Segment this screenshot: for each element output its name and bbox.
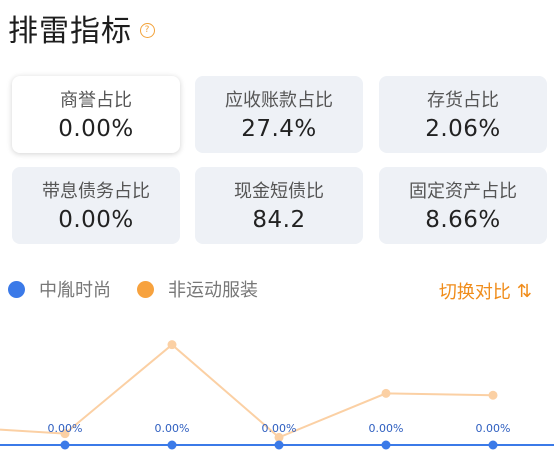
metric-value: 0.00% bbox=[58, 116, 134, 142]
point-industry bbox=[274, 432, 284, 442]
metric-value: 2.06% bbox=[425, 116, 501, 142]
metric-value: 84.2 bbox=[252, 207, 306, 233]
legend-item-company[interactable]: 中胤时尚 bbox=[8, 276, 111, 302]
legend-label: 中胤时尚 bbox=[39, 280, 111, 301]
legend-dot bbox=[137, 280, 154, 298]
chart-legend: 中胤时尚 非运动服装 bbox=[8, 276, 284, 302]
metric-card-interest-debt[interactable]: 带息债务占比 0.00% bbox=[12, 167, 180, 244]
metric-value: 0.00% bbox=[58, 207, 134, 233]
metric-card-goodwill[interactable]: 商誉占比 0.00% bbox=[12, 76, 180, 153]
switch-compare-label: 切换对比 bbox=[438, 282, 511, 303]
data-label-company: 0.00% bbox=[476, 422, 511, 435]
metric-card-fixed-assets[interactable]: 固定资产占比 8.66% bbox=[379, 167, 547, 244]
metric-label: 应收账款占比 bbox=[225, 90, 333, 111]
legend-label: 非运动服装 bbox=[168, 280, 258, 301]
metric-label: 商誉占比 bbox=[60, 90, 132, 111]
point-industry bbox=[381, 388, 391, 398]
metric-card-cash-debt-ratio[interactable]: 现金短债比 84.2 bbox=[195, 167, 363, 244]
point-company bbox=[167, 440, 177, 450]
help-icon[interactable]: ? bbox=[140, 22, 155, 38]
metric-card-receivables[interactable]: 应收账款占比 27.4% bbox=[195, 76, 363, 153]
legend-item-industry[interactable]: 非运动服装 bbox=[137, 276, 258, 302]
legend-dot bbox=[8, 280, 25, 298]
point-company bbox=[488, 440, 498, 450]
data-label-company: 0.00% bbox=[155, 422, 190, 435]
switch-compare-button[interactable]: 切换对比 ⇅ bbox=[439, 278, 532, 304]
metric-label: 现金短债比 bbox=[234, 181, 324, 202]
point-company bbox=[274, 440, 284, 450]
metric-card-inventory[interactable]: 存货占比 2.06% bbox=[379, 76, 547, 153]
data-label-company: 0.00% bbox=[369, 422, 404, 435]
point-industry bbox=[488, 390, 498, 400]
switch-icon: ⇅ bbox=[516, 280, 532, 302]
metric-value: 27.4% bbox=[241, 116, 317, 142]
series-line-industry bbox=[0, 343, 494, 439]
page-title-text: 排雷指标 bbox=[8, 14, 132, 49]
data-label-company: 0.00% bbox=[262, 422, 297, 435]
metric-label: 固定资产占比 bbox=[409, 181, 517, 202]
point-company bbox=[381, 440, 391, 450]
point-industry bbox=[167, 340, 177, 350]
metric-label: 存货占比 bbox=[427, 90, 499, 111]
data-label-company: 0.00% bbox=[48, 422, 83, 435]
line-chart: 0.00% 0.00% 0.00% 0.00% 0.00% bbox=[0, 340, 554, 450]
metric-value: 8.66% bbox=[425, 207, 501, 233]
point-company bbox=[60, 440, 70, 450]
metric-label: 带息债务占比 bbox=[42, 181, 150, 202]
point-industry bbox=[60, 429, 70, 439]
page-title: 排雷指标 ? bbox=[8, 6, 155, 50]
